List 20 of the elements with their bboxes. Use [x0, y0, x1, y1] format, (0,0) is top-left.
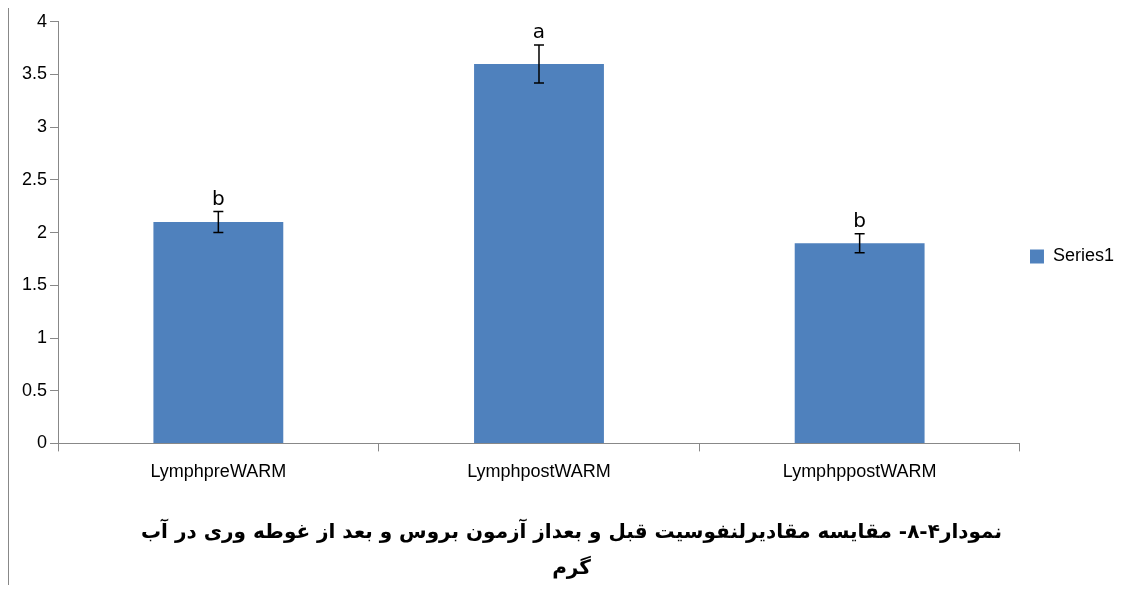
- x-tick-label: LymphpostWARM: [467, 461, 611, 482]
- annotation: b: [212, 185, 225, 210]
- y-tick-label: 2.5: [21, 168, 48, 189]
- legend-label: Series1: [1052, 245, 1114, 266]
- x-tick-label: LymphpreWARM: [150, 461, 287, 482]
- y-tick-label: 2: [37, 221, 48, 242]
- y-tick-label: 0.5: [21, 379, 48, 400]
- bar: [153, 222, 284, 443]
- y-tick-label: 4: [37, 10, 48, 31]
- annotation: b: [853, 207, 866, 232]
- annotation: a: [532, 19, 546, 44]
- y-tick-label: 3: [37, 116, 48, 137]
- y-tick-label: 3.5: [21, 63, 48, 84]
- y-tick-label: 0: [37, 432, 48, 453]
- y-tick-label: 1.5: [21, 274, 48, 295]
- y-tick-label: 1: [37, 326, 48, 347]
- text: نمودار۴-۸- مقایسه مقادیرلنفوسیت قبل و بعداز آزمون بروس و بعد از غوطه وری در آب گرم: [140, 518, 1003, 581]
- bar: [474, 63, 604, 443]
- x-tick-label: LymphppostWARM: [782, 461, 937, 482]
- bar: [794, 243, 925, 443]
